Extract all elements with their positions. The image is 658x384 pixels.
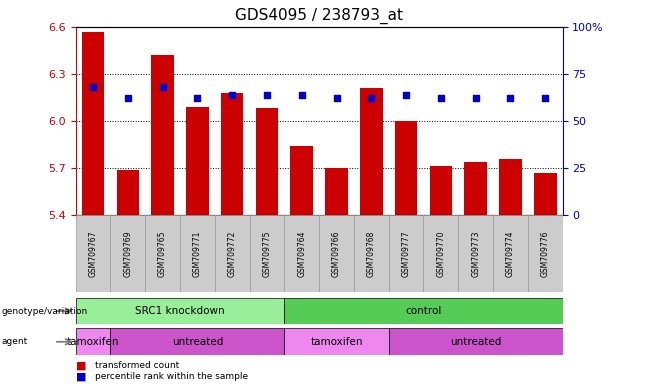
Bar xyxy=(395,121,417,215)
Bar xyxy=(534,173,557,215)
Bar xyxy=(186,107,209,215)
Bar xyxy=(116,170,139,215)
Bar xyxy=(290,146,313,215)
Bar xyxy=(82,31,105,215)
Bar xyxy=(145,215,180,292)
Bar xyxy=(499,159,522,215)
Text: GSM709777: GSM709777 xyxy=(401,230,411,277)
Bar xyxy=(354,215,389,292)
Text: GSM709768: GSM709768 xyxy=(367,230,376,276)
Point xyxy=(157,84,168,90)
Bar xyxy=(249,215,284,292)
Text: genotype/variation: genotype/variation xyxy=(1,306,88,316)
Point xyxy=(505,95,516,101)
Text: GSM709764: GSM709764 xyxy=(297,230,306,277)
Bar xyxy=(111,328,284,355)
Text: agent: agent xyxy=(1,337,28,346)
Bar xyxy=(76,328,111,355)
Text: ■: ■ xyxy=(76,371,86,381)
Text: tamoxifen: tamoxifen xyxy=(311,337,363,347)
Text: untreated: untreated xyxy=(450,337,501,347)
Text: GSM709771: GSM709771 xyxy=(193,230,202,276)
Text: GSM709773: GSM709773 xyxy=(471,230,480,277)
Text: GSM709775: GSM709775 xyxy=(263,230,272,277)
Text: GSM709767: GSM709767 xyxy=(89,230,97,277)
Bar xyxy=(284,215,319,292)
Text: percentile rank within the sample: percentile rank within the sample xyxy=(95,372,249,381)
Point xyxy=(88,84,98,90)
Point xyxy=(470,95,481,101)
Bar xyxy=(458,215,493,292)
Bar xyxy=(325,168,348,215)
Point xyxy=(297,91,307,98)
Bar xyxy=(256,108,278,215)
Text: GSM709770: GSM709770 xyxy=(436,230,445,277)
Point xyxy=(262,91,272,98)
Bar xyxy=(389,215,424,292)
Bar xyxy=(151,55,174,215)
Bar xyxy=(360,88,382,215)
Text: transformed count: transformed count xyxy=(95,361,180,370)
Bar xyxy=(180,215,215,292)
Bar xyxy=(111,215,145,292)
Point xyxy=(122,95,133,101)
Bar xyxy=(430,166,452,215)
Text: GSM709772: GSM709772 xyxy=(228,230,237,276)
Text: ■: ■ xyxy=(76,361,86,371)
Text: GSM709774: GSM709774 xyxy=(506,230,515,277)
Text: GSM709769: GSM709769 xyxy=(123,230,132,277)
Bar xyxy=(284,298,563,324)
Bar xyxy=(221,93,243,215)
Bar xyxy=(76,298,284,324)
Bar xyxy=(493,215,528,292)
Text: untreated: untreated xyxy=(172,337,223,347)
Bar xyxy=(215,215,249,292)
Bar xyxy=(284,328,389,355)
Text: GSM709766: GSM709766 xyxy=(332,230,341,277)
Bar xyxy=(76,215,111,292)
Bar xyxy=(424,215,458,292)
Point xyxy=(540,95,551,101)
Text: GSM709765: GSM709765 xyxy=(158,230,167,277)
Bar xyxy=(389,328,563,355)
Text: SRC1 knockdown: SRC1 knockdown xyxy=(135,306,225,316)
Text: tamoxifen: tamoxifen xyxy=(67,337,119,347)
Bar xyxy=(528,215,563,292)
Text: GSM709776: GSM709776 xyxy=(541,230,549,277)
Title: GDS4095 / 238793_at: GDS4095 / 238793_at xyxy=(235,8,403,24)
Point xyxy=(227,91,238,98)
Text: control: control xyxy=(405,306,442,316)
Point xyxy=(436,95,446,101)
Bar xyxy=(319,215,354,292)
Point xyxy=(366,95,376,101)
Bar xyxy=(465,162,487,215)
Point xyxy=(401,91,411,98)
Point xyxy=(331,95,342,101)
Point xyxy=(192,95,203,101)
